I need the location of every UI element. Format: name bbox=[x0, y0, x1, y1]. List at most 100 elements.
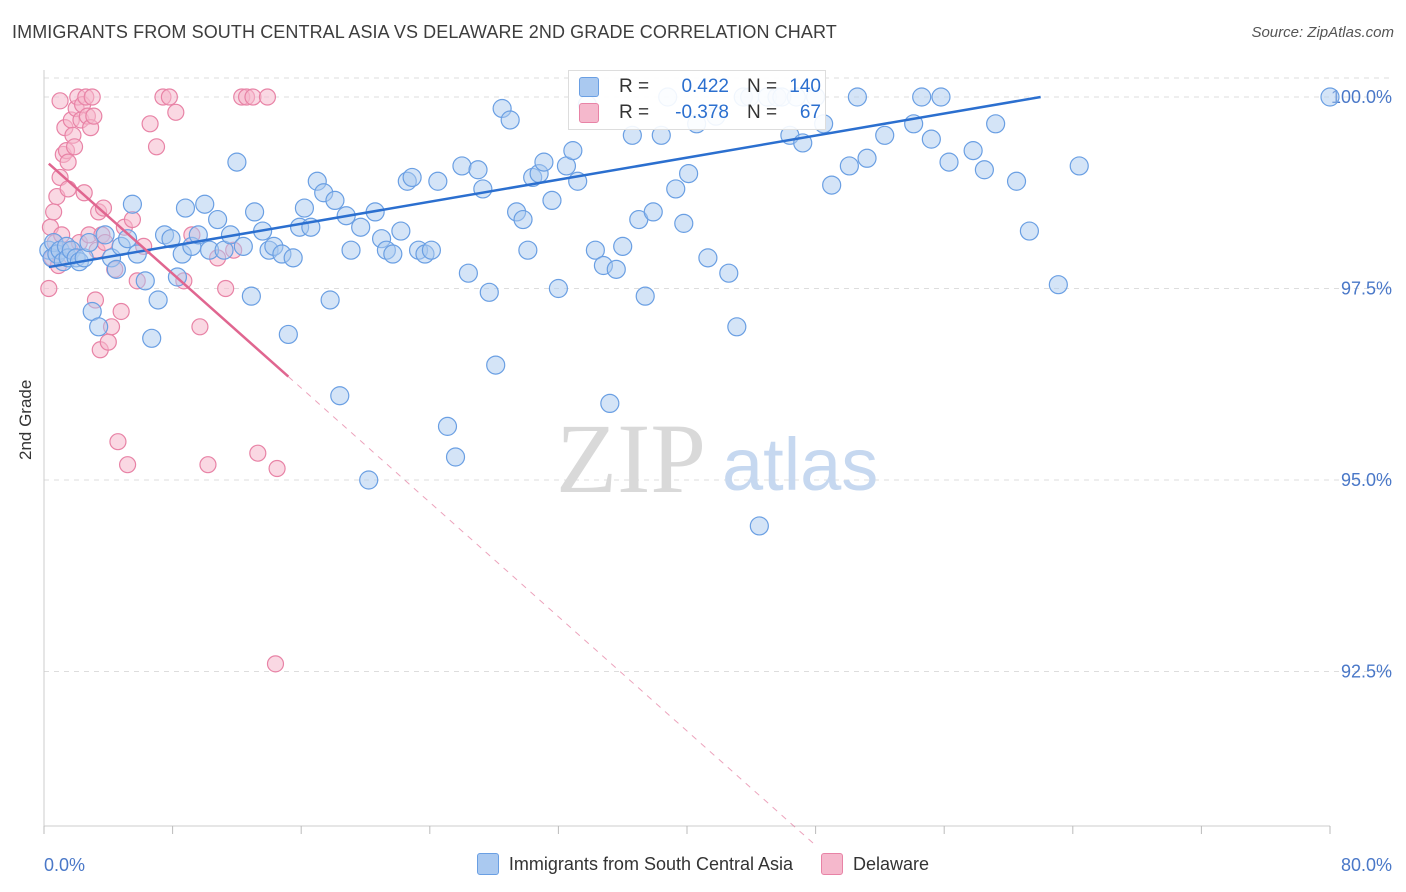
data-point-south-central-asia bbox=[473, 179, 493, 199]
trend-line-south-central-asia bbox=[48, 95, 1041, 269]
data-point-south-central-asia bbox=[445, 447, 466, 467]
data-point-south-central-asia bbox=[698, 248, 718, 268]
data-point-delaware bbox=[65, 138, 84, 156]
stats-row-series1: R = 0.422 N = 140 bbox=[579, 74, 821, 100]
data-point-delaware bbox=[59, 153, 77, 171]
stats-swatch-pink bbox=[579, 103, 599, 123]
data-point-south-central-asia bbox=[330, 386, 350, 406]
data-point-south-central-asia bbox=[479, 282, 499, 302]
data-point-delaware bbox=[268, 459, 286, 478]
data-point-south-central-asia bbox=[79, 232, 99, 253]
data-point-south-central-asia bbox=[148, 290, 168, 310]
data-point-south-central-asia bbox=[542, 190, 562, 211]
data-point-delaware bbox=[40, 279, 58, 298]
stats-r-value-series1: 0.422 bbox=[681, 76, 729, 97]
data-point-delaware bbox=[99, 333, 117, 351]
data-point-south-central-asia bbox=[486, 355, 506, 375]
data-point-delaware bbox=[258, 88, 277, 106]
legend-label-series1: Immigrants from South Central Asia bbox=[508, 853, 794, 874]
x-tick-label-max: 80.0% bbox=[1341, 855, 1392, 875]
legend-swatch-blue bbox=[476, 853, 499, 875]
data-point-south-central-asia bbox=[822, 175, 842, 195]
data-point-south-central-asia bbox=[534, 152, 554, 172]
data-point-south-central-asia bbox=[452, 156, 472, 176]
trend-line-delaware bbox=[47, 162, 290, 378]
data-point-south-central-asia bbox=[749, 516, 769, 536]
data-point-south-central-asia bbox=[727, 317, 747, 337]
data-point-south-central-asia bbox=[421, 240, 442, 260]
stats-n-value-series2: 67 bbox=[799, 102, 821, 123]
data-point-south-central-asia bbox=[1019, 221, 1039, 241]
data-point-south-central-asia bbox=[294, 198, 315, 218]
data-point-south-central-asia bbox=[500, 110, 520, 130]
data-point-south-central-asia bbox=[912, 87, 932, 107]
data-point-south-central-asia bbox=[122, 194, 143, 214]
data-point-south-central-asia bbox=[963, 141, 983, 161]
data-point-delaware bbox=[160, 88, 178, 106]
data-point-south-central-asia bbox=[585, 240, 605, 260]
data-point-delaware bbox=[141, 115, 159, 133]
data-point-south-central-asia bbox=[188, 225, 208, 245]
data-point-delaware bbox=[112, 302, 130, 321]
gridlines bbox=[44, 77, 1390, 672]
trend-line-delaware-extension bbox=[288, 376, 816, 846]
data-point-south-central-asia bbox=[847, 87, 867, 107]
data-point-south-central-asia bbox=[1069, 156, 1089, 176]
data-point-delaware bbox=[249, 444, 267, 462]
data-point-south-central-asia bbox=[117, 229, 138, 249]
watermark-zip: ZIP bbox=[556, 403, 706, 514]
data-point-delaware bbox=[75, 184, 93, 202]
data-point-delaware bbox=[85, 107, 103, 125]
data-point-south-central-asia bbox=[428, 171, 448, 191]
stats-swatch-blue bbox=[579, 77, 599, 97]
data-point-south-central-asia bbox=[175, 198, 196, 218]
stats-r-label: R = bbox=[619, 102, 650, 123]
data-point-south-central-asia bbox=[643, 202, 663, 222]
data-point-south-central-asia bbox=[921, 129, 941, 149]
data-point-south-central-asia bbox=[635, 286, 655, 306]
data-point-south-central-asia bbox=[458, 263, 478, 283]
data-point-south-central-asia bbox=[513, 209, 533, 230]
data-point-delaware bbox=[199, 456, 217, 474]
x-tick-label-min: 0.0% bbox=[44, 855, 85, 875]
legend-swatch-pink bbox=[821, 853, 844, 875]
bottom-legend: Immigrants from South Central Asia Delaw… bbox=[0, 852, 1406, 876]
data-point-delaware bbox=[83, 88, 101, 106]
data-point-delaware bbox=[167, 103, 185, 121]
data-point-south-central-asia bbox=[135, 271, 155, 291]
data-point-south-central-asia bbox=[278, 324, 298, 345]
data-point-delaware bbox=[51, 92, 69, 110]
data-point-south-central-asia bbox=[857, 148, 877, 168]
data-point-south-central-asia bbox=[391, 221, 411, 241]
y-tick-label: 92.5% bbox=[1341, 662, 1392, 682]
source-credit: Source: ZipAtlas.com bbox=[1251, 24, 1394, 41]
data-point-south-central-asia bbox=[283, 248, 303, 268]
data-point-south-central-asia bbox=[383, 244, 403, 264]
data-point-south-central-asia bbox=[1006, 171, 1027, 191]
data-point-south-central-asia bbox=[1048, 275, 1068, 295]
data-point-south-central-asia bbox=[974, 160, 994, 180]
watermark: ZIP atlas bbox=[556, 403, 878, 514]
data-point-south-central-asia bbox=[402, 167, 422, 188]
y-tick-label: 97.5% bbox=[1341, 279, 1392, 299]
data-point-south-central-asia bbox=[613, 236, 633, 256]
data-point-south-central-asia bbox=[208, 209, 228, 230]
stats-r-label: R = bbox=[619, 76, 650, 97]
legend-item-series1[interactable]: Immigrants from South Central Asia bbox=[476, 853, 794, 875]
stats-r-value-series2: -0.378 bbox=[675, 102, 729, 123]
axes bbox=[43, 70, 1331, 834]
data-point-south-central-asia bbox=[95, 225, 115, 245]
chart-title: IMMIGRANTS FROM SOUTH CENTRAL ASIA VS DE… bbox=[12, 22, 837, 42]
data-point-south-central-asia bbox=[606, 259, 626, 279]
data-point-south-central-asia bbox=[227, 152, 247, 172]
data-point-delaware bbox=[45, 203, 63, 221]
data-point-south-central-asia bbox=[518, 240, 538, 260]
data-point-south-central-asia bbox=[1320, 87, 1340, 107]
data-point-south-central-asia bbox=[548, 278, 569, 299]
data-point-delaware bbox=[191, 318, 209, 336]
data-point-south-central-asia bbox=[875, 125, 895, 145]
legend-item-series2[interactable]: Delaware bbox=[821, 853, 929, 875]
data-point-delaware bbox=[118, 456, 137, 474]
data-point-south-central-asia bbox=[341, 240, 361, 260]
data-point-south-central-asia bbox=[359, 470, 379, 490]
